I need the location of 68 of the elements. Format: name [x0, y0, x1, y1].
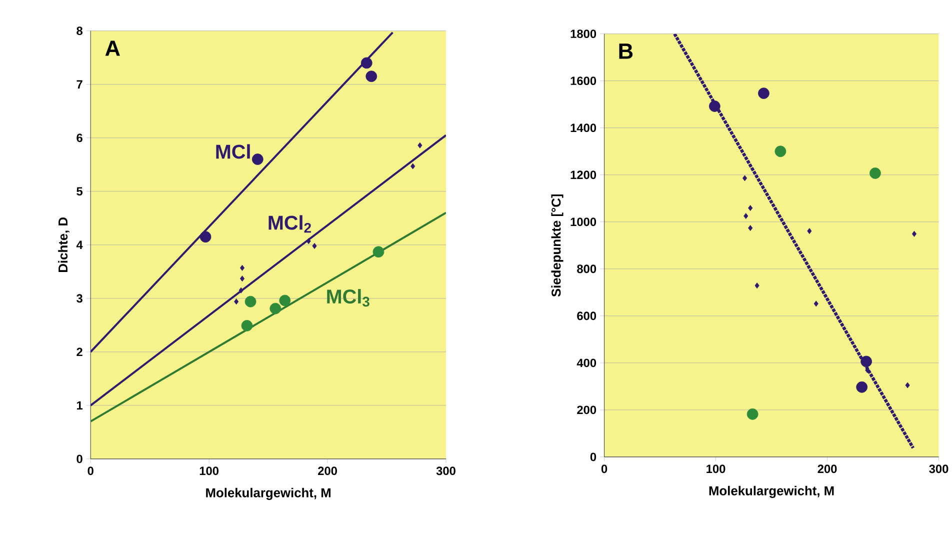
y-tick-label: 0	[76, 454, 82, 464]
point	[856, 382, 868, 394]
x-tick-label: 200	[818, 464, 837, 474]
point	[360, 58, 372, 69]
point	[708, 100, 720, 112]
chart-title: A	[105, 41, 120, 56]
point	[252, 154, 264, 166]
y-tick-label: 0	[590, 452, 596, 462]
point	[807, 228, 812, 234]
y-tick-label: 3	[76, 294, 82, 303]
point	[241, 320, 253, 332]
x-tick-label: 0	[88, 466, 94, 476]
y-tick-label: 6	[76, 134, 82, 142]
series-label: MCl	[216, 144, 250, 160]
y-tick-label: 400	[576, 358, 596, 368]
y-axis-title: Dichte, D	[58, 218, 70, 272]
point	[270, 303, 282, 314]
y-tick-label: 1200	[570, 170, 596, 180]
y-tick-label: 8	[76, 26, 82, 36]
point	[870, 168, 881, 180]
point	[200, 231, 212, 243]
point	[754, 282, 760, 289]
series-label: MCl$_{2}$	[268, 215, 311, 233]
point	[240, 276, 245, 282]
point	[244, 296, 256, 308]
y-tick-label: 1000	[570, 218, 596, 226]
point	[410, 163, 416, 170]
point	[234, 298, 239, 305]
y-tick-label: 1600	[570, 76, 596, 86]
x-tick-label: 0	[601, 464, 608, 474]
point	[372, 246, 384, 258]
y-tick-label: 4	[76, 241, 83, 250]
x-tick-label: 300	[436, 466, 456, 476]
point	[774, 146, 786, 158]
point	[240, 265, 245, 272]
point	[279, 295, 291, 306]
point	[758, 88, 770, 100]
x-axis-title: Molekulargewicht, M	[709, 486, 834, 498]
x-tick-label: 200	[318, 466, 337, 476]
x-tick-label: 100	[200, 466, 218, 476]
point	[912, 231, 917, 238]
point	[860, 356, 872, 368]
chart-title: B	[619, 44, 633, 59]
point	[905, 382, 910, 388]
y-tick-label: 600	[577, 312, 596, 320]
y-tick-label: 5	[76, 187, 83, 196]
x-tick-label: 100	[706, 464, 726, 474]
point	[418, 142, 422, 149]
point	[366, 70, 378, 82]
y-tick-label: 1400	[570, 124, 596, 132]
point	[748, 225, 753, 232]
y-tick-label: 800	[577, 264, 596, 274]
point	[744, 213, 748, 220]
x-axis-title: Molekulargewicht, M	[206, 488, 330, 500]
y-tick-label: 200	[577, 406, 596, 414]
point	[746, 408, 758, 420]
y-tick-label: 7	[76, 80, 82, 89]
y-axis-title: Siedepunkte [°C]	[551, 194, 564, 297]
point	[748, 205, 753, 212]
series-label: MCl$_{3}$	[327, 289, 370, 307]
y-tick-label: 1	[76, 402, 83, 410]
point	[814, 300, 818, 307]
y-tick-label: 1800	[570, 30, 596, 38]
point	[742, 175, 748, 182]
x-tick-label: 300	[929, 464, 948, 474]
point	[312, 243, 317, 250]
y-tick-label: 2	[76, 348, 82, 356]
point	[238, 288, 244, 294]
